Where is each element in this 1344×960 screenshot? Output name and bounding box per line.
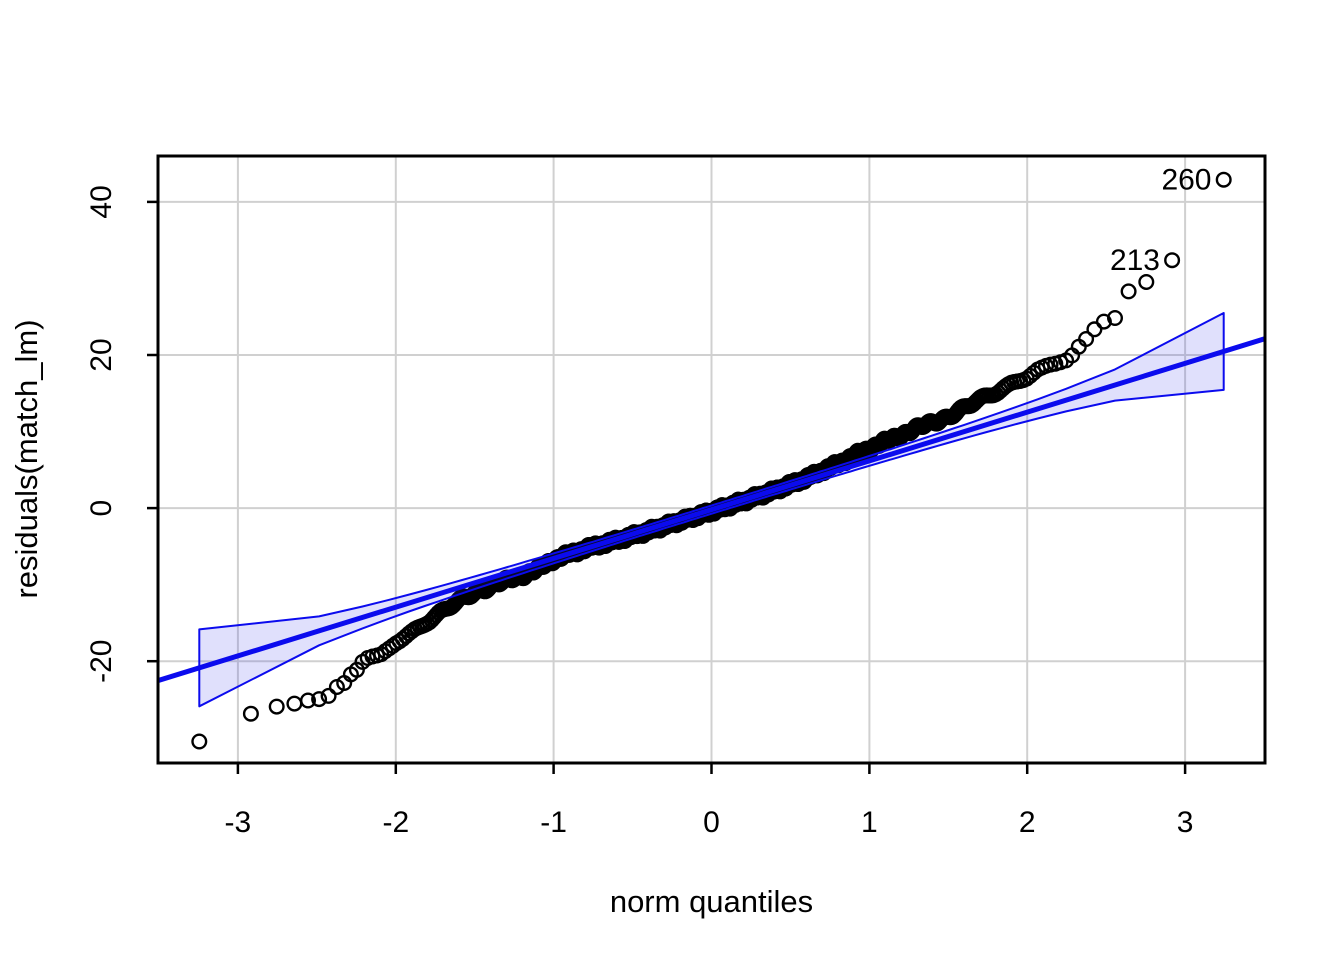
x-tick-label: -3: [225, 806, 252, 839]
y-axis-title: residuals(match_lm): [9, 319, 44, 599]
data-point: [320, 687, 337, 704]
x-tick-label: -2: [382, 806, 409, 839]
x-axis-title: norm quantiles: [609, 884, 814, 919]
y-tick-label: 40: [85, 185, 118, 218]
y-tick-label: -20: [85, 640, 118, 683]
data-point: [1025, 364, 1042, 381]
data-point: [1086, 321, 1103, 338]
outlier-label: 213: [1110, 244, 1160, 277]
reference-line: [159, 336, 1264, 683]
axis-tick-labels: -3 -2 -1 0 1 2 3 -20 0 20 40: [85, 185, 1193, 839]
x-tick-label: 1: [861, 806, 878, 839]
data-point: [1120, 283, 1137, 300]
x-tick-label: 3: [1177, 806, 1194, 839]
grid-lines: [158, 156, 1265, 763]
axis-ticks: [147, 200, 1187, 774]
x-tick-label: -1: [540, 806, 567, 839]
data-point: [311, 691, 328, 708]
data-point: [300, 692, 317, 709]
data-point: [286, 695, 303, 712]
outlier-labels: 260 213: [1110, 164, 1212, 277]
data-point: [268, 698, 285, 715]
data-point: [1106, 310, 1123, 327]
outlier-label: 260: [1161, 164, 1211, 197]
data-point: [242, 705, 259, 722]
x-tick-label: 2: [1019, 806, 1036, 839]
data-point: [1138, 274, 1155, 291]
data-point: [1215, 171, 1232, 188]
data-point: [1078, 331, 1095, 348]
x-tick-label: 0: [703, 806, 720, 839]
y-tick-label: 0: [85, 500, 118, 517]
data-point: [191, 733, 208, 750]
data-point: [1164, 252, 1181, 269]
y-tick-label: 20: [85, 338, 118, 371]
